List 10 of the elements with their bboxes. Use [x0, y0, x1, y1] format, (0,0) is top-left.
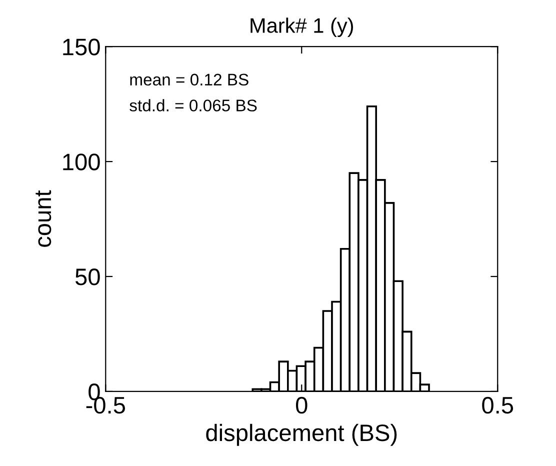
- y-axis-title: count: [36, 190, 52, 247]
- y-tick-label: 150: [63, 38, 100, 56]
- x-axis-title: displacement (BS): [206, 424, 397, 446]
- x-tick-label: 0: [296, 396, 308, 414]
- annotation: std.d. = 0.065 BS: [130, 99, 257, 112]
- y-tick-label: 100: [63, 154, 100, 170]
- y-tick-label: 50: [75, 268, 100, 286]
- chart-title: Mark# 1 (y): [250, 18, 354, 38]
- annotation: mean = 0.12 BS: [130, 74, 248, 86]
- x-tick-label: 0.5: [482, 396, 514, 414]
